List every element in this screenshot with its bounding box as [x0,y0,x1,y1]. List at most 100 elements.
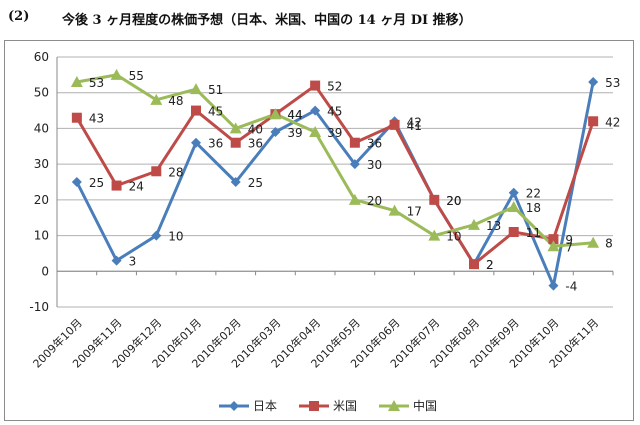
series-markers [70,68,600,291]
data-label-china: 7 [565,240,573,254]
marker-china [388,204,401,216]
y-tick-label: 60 [34,50,49,64]
y-tick-label: 20 [34,193,49,207]
marker-china [428,229,441,241]
marker-china [507,201,520,212]
marker-usa [71,112,82,123]
data-label-usa: 9 [565,233,573,247]
data-label-usa: 44 [287,108,302,122]
marker-japan [349,159,360,170]
data-label-usa: 24 [129,180,144,194]
data-label-usa: 20 [446,194,461,208]
series-line-japan [75,81,595,288]
data-labels: 2531036253945304220222-45343242845364452… [89,69,621,294]
data-label-japan: 30 [367,158,382,172]
data-label-japan: 22 [526,187,541,201]
marker-usa [469,259,479,270]
page-heading: (2) 今後 3 ヶ月程度の株価予想（日本、米国、中国の 14 ヶ月 DI 推移… [0,0,640,34]
marker-china [190,83,202,95]
y-tick-label: 10 [34,229,49,243]
data-label-usa: 52 [327,80,342,94]
section-number: (2) [8,9,30,24]
data-label-usa: 42 [605,115,620,129]
marker-japan [310,105,321,116]
series-line-usa [75,84,595,266]
data-label-china: 13 [486,219,501,233]
marker-china [229,122,242,134]
data-label-usa: 11 [526,226,541,240]
data-label-japan: 53 [605,76,620,90]
data-label-usa: 43 [89,112,104,126]
legend-marker-usa [309,401,319,411]
y-tick-label: 40 [34,121,49,135]
data-label-japan: 25 [248,176,263,190]
legend-label-japan: 日本 [253,399,277,413]
legend-marker-china [388,400,400,411]
marker-japan [191,137,201,148]
marker-china [110,68,123,80]
data-label-japan: 10 [168,230,183,244]
data-label-china: 53 [89,76,104,90]
data-label-china: 17 [407,205,422,219]
marker-japan [270,127,281,137]
marker-japan [151,230,162,241]
data-label-china: 10 [446,230,461,244]
data-label-china: 48 [168,94,183,108]
y-tick-label: 0 [41,264,49,278]
marker-china [150,93,163,105]
marker-usa [151,166,162,177]
series-lines [75,73,595,288]
data-label-japan: 39 [287,126,302,140]
data-label-china: 51 [208,83,223,97]
data-label-usa: 41 [407,119,422,133]
data-label-usa: 36 [248,137,263,151]
marker-usa [349,137,360,148]
y-tick-labels: -10 0 10 20 30 40 50 60 [29,50,49,314]
marker-china [547,240,560,252]
marker-usa [429,194,440,205]
marker-china [348,193,361,205]
marker-japan [230,177,241,187]
data-label-usa: 2 [486,258,494,272]
marker-usa [508,227,519,237]
data-label-japan: 2 [486,258,494,272]
x-tick-labels: 2009年10月2009年11月2009年12月2010年01月2010年02月… [30,316,601,371]
marker-japan [71,177,82,187]
marker-usa [111,180,122,191]
chart-frame: -10 0 10 20 30 40 50 60 2009年10月 2009年11月 2009年12… [4,40,634,421]
marker-usa [588,116,599,127]
y-tick-label: 50 [34,86,49,100]
marker-china [70,76,83,87]
data-label-japan: 3 [129,255,137,269]
data-label-japan: 36 [208,137,223,151]
data-label-japan: 25 [89,176,104,190]
marker-china [587,236,600,248]
axes [56,57,614,307]
legend-label-china: 中国 [413,398,437,413]
line-chart: -10 0 10 20 30 40 50 60 2009年10月2009年11月2009年12… [29,50,621,413]
marker-usa [548,234,559,245]
marker-japan [548,280,559,291]
marker-japan [508,187,519,198]
marker-usa [389,119,400,130]
data-label-china: 39 [327,126,342,140]
data-label-china: 55 [129,69,144,83]
series-line-china [76,73,594,248]
data-label-china: 20 [367,194,382,208]
legend: 日本 米国 中国 [219,398,437,413]
legend-marker-japan [229,401,239,411]
data-label-usa: 28 [168,165,183,179]
marker-usa [230,137,241,148]
data-label-japan: 20 [446,194,461,208]
marker-china [309,126,322,137]
data-label-usa: 36 [367,137,382,151]
data-label-china: 44 [287,108,302,122]
marker-usa [310,80,321,91]
marker-china [269,108,282,120]
legend-label-usa: 米国 [333,399,357,413]
y-tick-label: 30 [34,157,49,171]
data-label-japan: -4 [565,280,577,294]
marker-china [468,218,480,230]
data-label-china: 8 [605,237,613,251]
y-tick-label: -10 [29,300,49,314]
